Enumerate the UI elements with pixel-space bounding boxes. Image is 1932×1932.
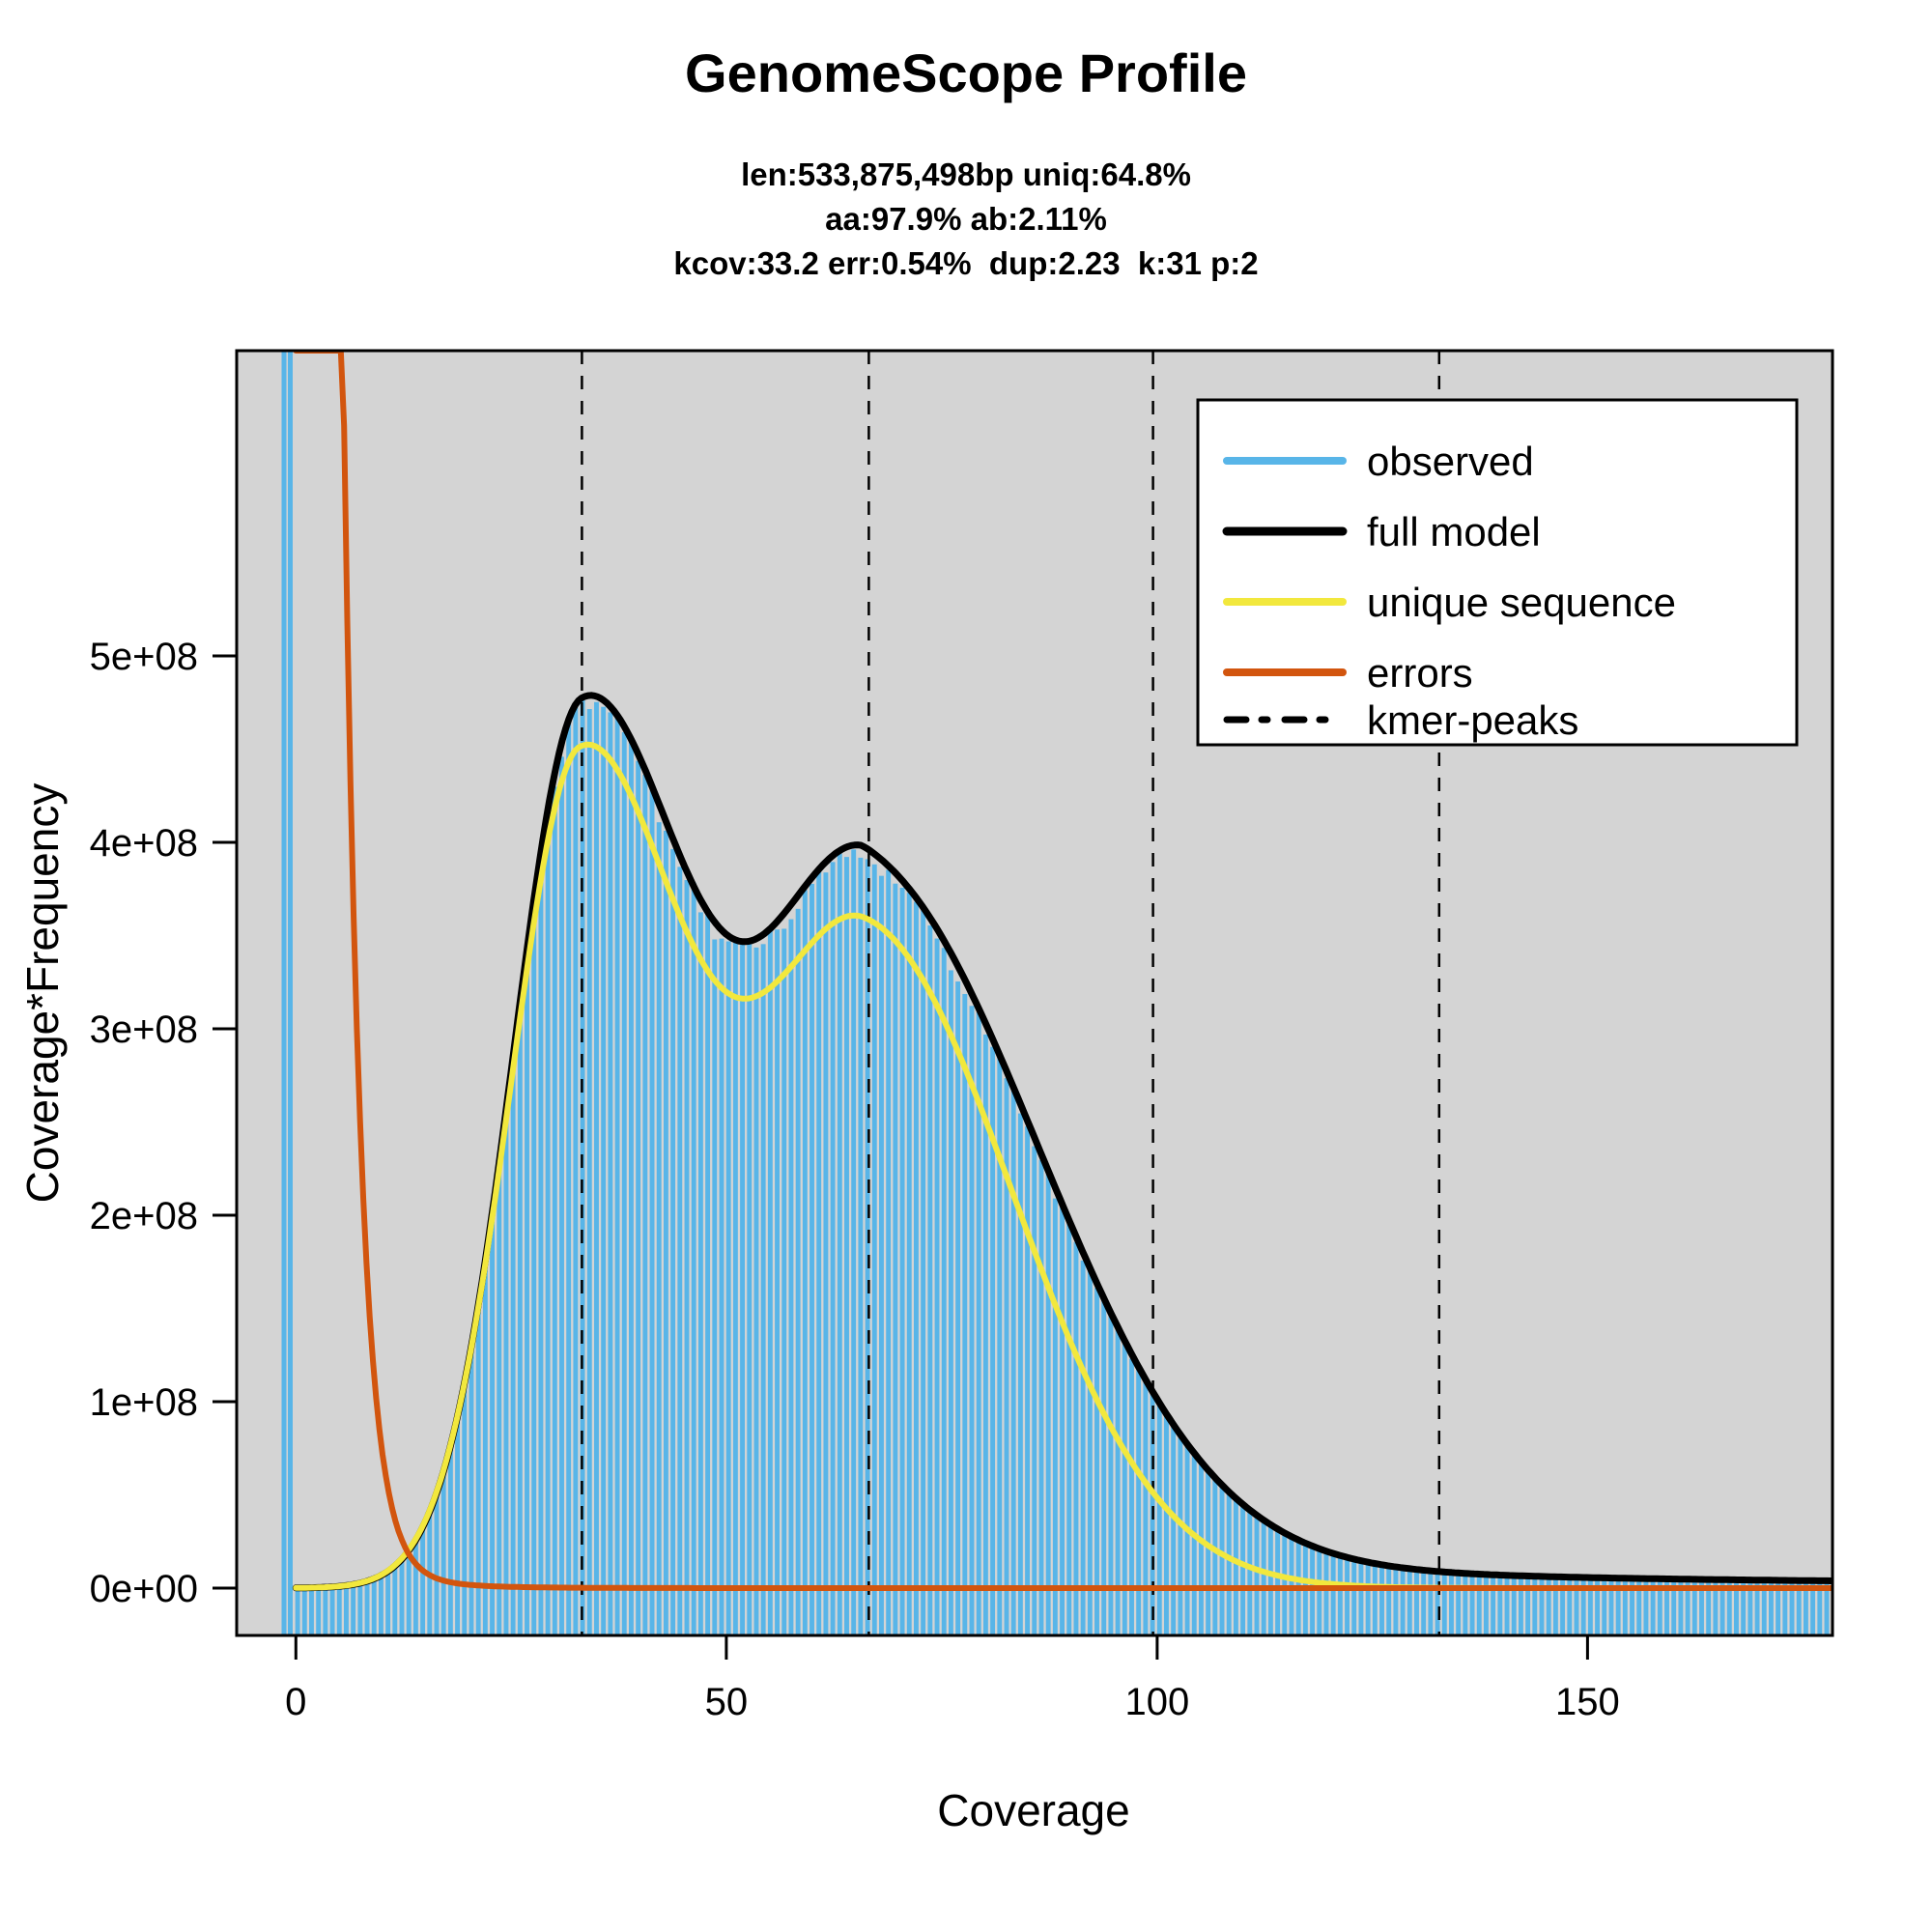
svg-text:2e+08: 2e+08 xyxy=(90,1195,198,1237)
svg-text:150: 150 xyxy=(1555,1681,1620,1723)
svg-text:1e+08: 1e+08 xyxy=(90,1381,198,1424)
svg-text:observed: observed xyxy=(1367,439,1534,484)
svg-text:5e+08: 5e+08 xyxy=(90,636,198,678)
svg-text:100: 100 xyxy=(1125,1681,1190,1723)
svg-text:4e+08: 4e+08 xyxy=(90,822,198,865)
svg-text:GenomeScope Profile: GenomeScope Profile xyxy=(685,43,1247,103)
svg-text:errors: errors xyxy=(1367,650,1473,696)
svg-text:3e+08: 3e+08 xyxy=(90,1009,198,1051)
svg-text:kcov:33.2 err:0.54% dup:2.23: kcov:33.2 err:0.54% dup:2.23 k:31 p:2 xyxy=(673,245,1258,281)
svg-text:kmer-peaks: kmer-peaks xyxy=(1367,697,1578,743)
svg-text:Coverage*Frequency: Coverage*Frequency xyxy=(17,783,68,1204)
svg-text:0e+00: 0e+00 xyxy=(90,1568,198,1610)
svg-text:50: 50 xyxy=(705,1681,749,1723)
svg-text:0: 0 xyxy=(285,1681,306,1723)
svg-text:len:533,875,498bp uniq:64.8%: len:533,875,498bp uniq:64.8% xyxy=(741,156,1191,192)
svg-text:aa:97.9% ab:2.11%: aa:97.9% ab:2.11% xyxy=(825,201,1107,237)
svg-text:unique sequence: unique sequence xyxy=(1367,580,1676,625)
svg-text:full model: full model xyxy=(1367,509,1541,554)
svg-text:Coverage: Coverage xyxy=(937,1785,1129,1835)
